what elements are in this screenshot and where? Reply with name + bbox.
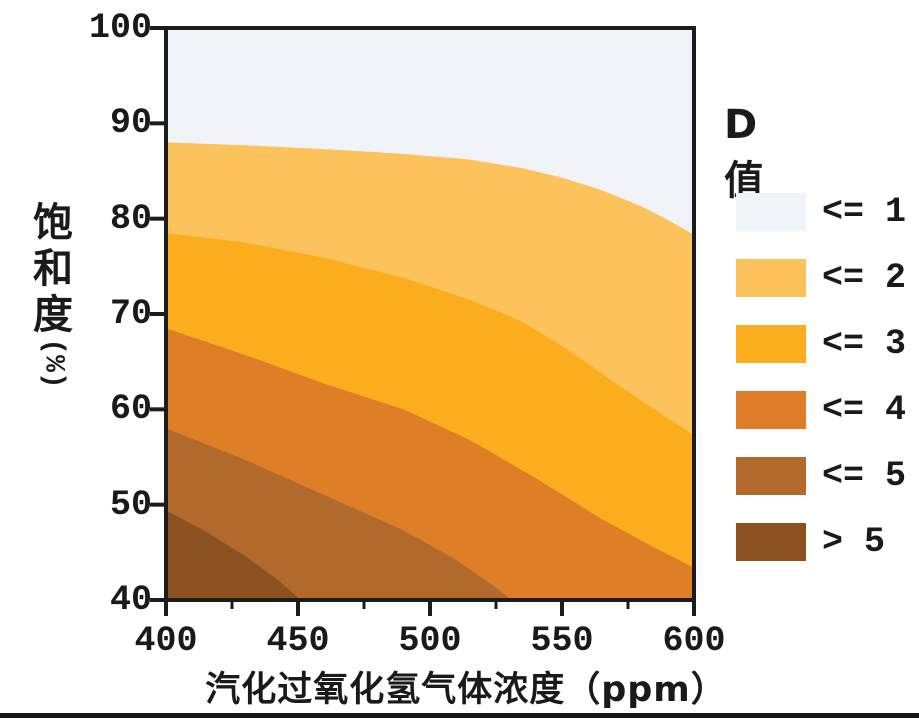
x-tick-label: 400 [134, 621, 198, 661]
legend-swatch [736, 325, 806, 363]
legend-swatch [736, 391, 806, 429]
y-tick-label: 40 [109, 580, 152, 620]
x-tick-label: 550 [530, 621, 594, 661]
contour-band-level-level-5 [166, 510, 301, 600]
legend-label: <= 3 [822, 324, 907, 364]
y-tick-label: 100 [88, 8, 152, 48]
x-tick-label: 450 [266, 621, 330, 661]
legend-label: <= 2 [822, 258, 907, 298]
y-tick-label: 60 [109, 389, 152, 430]
contour-band-level-level-level-5 [166, 428, 512, 600]
legend-swatch [736, 193, 806, 231]
legend-label: <= 1 [822, 192, 907, 232]
legend-label: <= 5 [822, 456, 907, 496]
legend-title: D值 [724, 102, 765, 204]
y-tick-label: 70 [109, 294, 152, 334]
y-axis-title-char: 和 [33, 246, 73, 292]
contour-bands [166, 28, 694, 600]
legend-label: > 5 [822, 522, 886, 562]
y-axis-unit: (%) [37, 338, 69, 389]
y-tick-label: 90 [109, 103, 152, 144]
legend-swatch [736, 523, 806, 561]
y-tick-label: 50 [109, 484, 152, 525]
y-axis-title: 饱 和 度 (%) [28, 200, 78, 389]
legend-row: <= 5 [736, 456, 906, 496]
y-tick-label: 80 [109, 198, 152, 239]
legend-label: <= 4 [822, 390, 907, 430]
legend-row: <= 3 [736, 324, 906, 364]
legend-swatch [736, 259, 806, 297]
legend-row: <= 4 [736, 390, 906, 430]
legend-swatch [736, 457, 806, 495]
y-axis-title-char: 度 [33, 292, 73, 338]
legend-row: > 5 [736, 522, 885, 562]
y-axis-title-char: 饱 [33, 200, 73, 246]
x-axis-title: 汽化过氧化氢气体浓度（ppm） [205, 670, 727, 710]
legend-row: <= 1 [736, 192, 906, 232]
bottom-rule [0, 713, 919, 718]
x-tick-label: 500 [398, 621, 462, 661]
x-tick-label: 600 [662, 621, 726, 661]
legend-row: <= 2 [736, 258, 906, 298]
